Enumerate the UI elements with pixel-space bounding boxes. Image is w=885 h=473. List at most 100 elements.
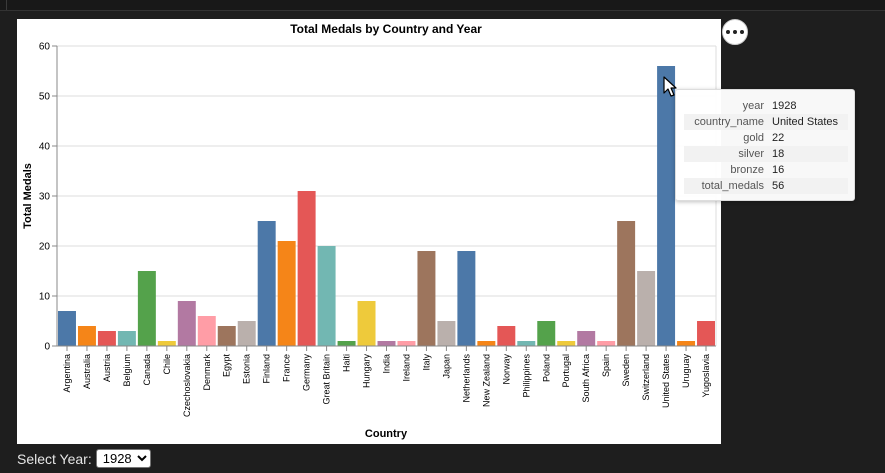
x-tick-label: Belgium <box>122 354 132 387</box>
bar[interactable] <box>617 221 636 346</box>
bar-chart: 0 10 20 30 40 50 60 Argentina Australia Austria Be… <box>22 22 717 440</box>
tooltip-value: 18 <box>768 146 848 162</box>
year-select[interactable]: 1928 <box>95 449 151 468</box>
bars <box>57 66 716 346</box>
tooltip-value: 56 <box>768 178 848 194</box>
x-tick-label: Philippines <box>521 354 531 398</box>
x-tick-label: France <box>282 354 292 382</box>
tooltip-table: year 1928 country_name United States gold 2… <box>684 98 848 194</box>
x-tick-label: Australia <box>82 354 92 389</box>
gridlines <box>57 45 717 347</box>
bar[interactable] <box>557 341 576 346</box>
bar[interactable] <box>697 321 716 346</box>
tooltip-key: country_name <box>684 114 768 130</box>
bar[interactable] <box>357 301 376 346</box>
x-tick-label: India <box>382 354 392 374</box>
y-tick-label: 30 <box>39 192 51 203</box>
tooltip: year 1928 country_name United States gold 2… <box>675 89 855 201</box>
mouse-pointer-icon <box>663 76 677 97</box>
bar[interactable] <box>597 341 616 346</box>
bar[interactable] <box>397 341 416 346</box>
bar[interactable] <box>77 326 96 346</box>
x-tick-label: Canada <box>142 354 152 386</box>
bar[interactable] <box>417 251 436 346</box>
tooltip-row: country_name United States <box>684 114 848 130</box>
top-bar <box>0 0 885 11</box>
chart-panel: 0 10 20 30 40 50 60 Argentina Australia Austria Be… <box>17 19 721 444</box>
year-control: Select Year: 1928 <box>17 449 151 468</box>
bar[interactable] <box>517 341 536 346</box>
chart-actions-button[interactable] <box>722 19 748 45</box>
bar[interactable] <box>217 326 236 346</box>
tooltip-key: bronze <box>730 164 764 176</box>
bar[interactable] <box>157 341 176 346</box>
tooltip-key: year <box>742 100 764 112</box>
bar[interactable] <box>237 321 256 346</box>
bar[interactable] <box>637 271 656 346</box>
y-tick-label: 10 <box>39 292 51 303</box>
tooltip-value: United States <box>768 114 848 130</box>
bar[interactable] <box>497 326 516 346</box>
x-tick-label: Czechoslovakia <box>182 354 192 417</box>
bar[interactable] <box>457 251 476 346</box>
x-tick-label: Chile <box>162 354 172 375</box>
x-tick-label: Germany <box>302 354 312 392</box>
x-tick-label: South Africa <box>581 354 591 403</box>
x-tick-label: Egypt <box>222 354 232 378</box>
tooltip-row: year 1928 <box>684 98 848 114</box>
bar[interactable] <box>337 341 356 346</box>
y-tick-label: 20 <box>39 242 51 253</box>
bar[interactable] <box>97 331 116 346</box>
bar[interactable] <box>577 331 596 346</box>
bar[interactable] <box>377 341 396 346</box>
bar[interactable] <box>677 341 696 346</box>
x-tick-label: Estonia <box>242 354 252 384</box>
bar[interactable] <box>657 66 676 346</box>
tooltip-row: total_medals 56 <box>684 178 848 194</box>
bar[interactable] <box>257 221 276 346</box>
more-horizontal-icon-dot <box>733 30 737 34</box>
more-horizontal-icon <box>726 30 731 34</box>
x-tick-label: Italy <box>421 354 431 371</box>
bar[interactable] <box>137 271 156 346</box>
x-tick-label: Austria <box>102 354 112 382</box>
bar[interactable] <box>317 246 336 346</box>
more-horizontal-icon-dot-2 <box>739 30 744 34</box>
x-tick-label: Yugoslavia <box>701 354 711 398</box>
y-tick-label: 50 <box>39 92 51 103</box>
tooltip-row: silver 18 <box>684 146 848 162</box>
x-tick-label: Haiti <box>342 354 352 372</box>
tooltip-row: gold 22 <box>684 130 848 146</box>
x-tick-label: Switzerland <box>641 354 651 401</box>
y-axis-title: Total Medals <box>22 163 34 229</box>
tooltip-key: gold <box>743 132 764 144</box>
x-tick-label: Norway <box>501 354 511 385</box>
bar[interactable] <box>117 331 136 346</box>
bar[interactable] <box>477 341 496 346</box>
bar[interactable] <box>277 241 296 346</box>
top-bar-divider <box>6 0 7 10</box>
tooltip-value: 16 <box>772 164 785 176</box>
bar[interactable] <box>537 321 556 346</box>
bar[interactable] <box>297 191 316 346</box>
y-tick-label: 40 <box>39 142 51 153</box>
chart-title: Total Medals by Country and Year <box>290 22 482 36</box>
x-tick-label: Poland <box>541 354 551 382</box>
tooltip-key: silver <box>684 146 768 162</box>
x-tick-label: Finland <box>262 354 272 384</box>
x-axis-title: Country <box>365 428 408 440</box>
year-label: Select Year: <box>17 450 92 467</box>
bar[interactable] <box>177 301 196 346</box>
x-tick-label: Netherlands <box>461 354 471 403</box>
x-tick-label: New Zealand <box>481 354 491 407</box>
bar[interactable] <box>437 321 456 346</box>
x-tick-label: Portugal <box>561 354 571 388</box>
x-tick-label: Ireland <box>401 354 411 382</box>
x-tick-label: Denmark <box>202 354 212 391</box>
bar[interactable] <box>57 311 76 346</box>
y-tick-label: 0 <box>44 342 50 353</box>
tooltip-row: bronze 16 <box>684 162 848 178</box>
bar[interactable] <box>197 316 216 346</box>
x-tick-label: Uruguay <box>681 354 691 389</box>
y-tick-label: 60 <box>39 42 51 53</box>
